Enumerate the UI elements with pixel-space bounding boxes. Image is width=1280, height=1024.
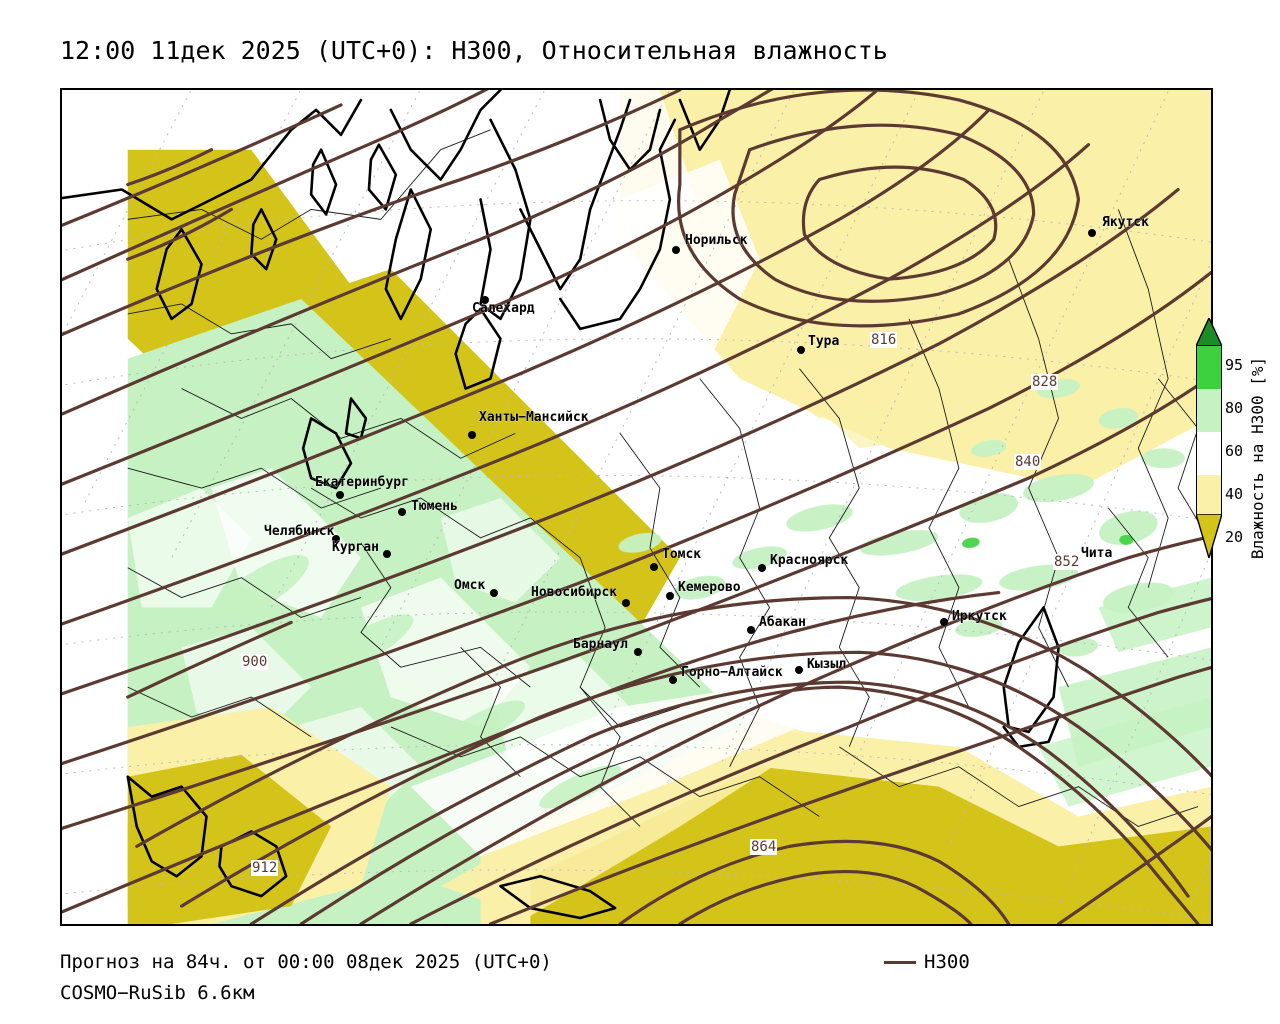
city-marker-dot — [650, 563, 658, 571]
colorbar-segment-6080 — [1197, 389, 1221, 432]
city-label: Тура — [808, 334, 840, 349]
city-marker-dot — [666, 592, 674, 600]
city-marker-dot — [747, 626, 755, 634]
city-label: Томск — [662, 547, 702, 562]
city-label: Абакан — [759, 615, 806, 630]
city-marker-dot — [481, 296, 489, 304]
page-title: 12:00 11дек 2025 (UTC+0): H300, Относите… — [60, 36, 888, 65]
city-marker-dot — [336, 491, 344, 499]
city-label: Кызыл — [807, 657, 847, 672]
humidity-colorbar: 95 80 60 40 20 Влажность на H300 [%] — [1196, 318, 1280, 618]
contour-value-label: 912 — [251, 860, 279, 876]
colorbar-axis-label-text: Влажность на H300 [%] — [1248, 356, 1267, 560]
city-label: Курган — [332, 540, 379, 555]
city-marker-dot — [758, 564, 766, 572]
model-name-line: COSMO−RuSib 6.6км — [60, 982, 255, 1004]
city-label: Челябинск — [264, 524, 335, 539]
city-label: Барнаул — [573, 637, 628, 652]
city-marker-dot — [797, 346, 805, 354]
city-label: Красноярск — [770, 553, 849, 568]
weather-map: Якутск Норильск Салехард Тура Ханты−Мансийск… — [60, 88, 1213, 926]
h300-legend-label: H300 — [924, 951, 970, 973]
city-marker-dot — [468, 431, 476, 439]
city-label: Салехард — [472, 301, 535, 316]
colorbar-segments — [1196, 345, 1222, 516]
contour-value-label: 840 — [1014, 454, 1042, 470]
colorbar-tick-80: 80 — [1225, 399, 1244, 417]
city-marker-dot — [672, 246, 680, 254]
contour-value-label: 816 — [870, 332, 898, 348]
humidity-shading-layer — [62, 90, 1211, 924]
city-label: Омск — [454, 578, 486, 593]
city-label: Иркутск — [952, 609, 1007, 624]
city-marker-dot — [383, 550, 391, 558]
city-label: Тюмень — [411, 499, 458, 514]
city-label: Кемерово — [678, 580, 741, 595]
contour-value-label: 828 — [1031, 374, 1059, 390]
city-label: Новосибирск — [531, 585, 618, 600]
colorbar-tick-95: 95 — [1225, 356, 1244, 374]
colorbar-bottom-arrow-icon — [1196, 514, 1222, 558]
contour-value-label: 864 — [750, 839, 778, 855]
city-marker-dot — [490, 589, 498, 597]
colorbar-top-arrow-icon — [1196, 318, 1222, 346]
contour-value-label: 852 — [1053, 554, 1081, 570]
city-marker-dot — [634, 648, 642, 656]
city-marker-dot — [398, 508, 406, 516]
city-marker-dot — [622, 599, 630, 607]
city-marker-dot — [332, 535, 340, 543]
colorbar-segment-8095 — [1197, 346, 1221, 389]
h300-legend-entry: H300 — [884, 951, 970, 973]
colorbar-segment-4060 — [1197, 432, 1221, 475]
city-marker-dot — [940, 618, 948, 626]
city-label: Екатеринбург — [315, 475, 409, 490]
h300-line-swatch — [884, 960, 916, 964]
city-label: Норильск — [685, 233, 748, 248]
city-marker-dot — [795, 666, 803, 674]
colorbar-segment-2040 — [1197, 475, 1221, 516]
city-label: Чита — [1081, 546, 1113, 561]
city-label: Якутск — [1102, 215, 1149, 230]
city-marker-dot — [669, 676, 677, 684]
city-label: Ханты−Мансийск — [479, 410, 589, 425]
map-canvas — [62, 90, 1211, 924]
colorbar-tick-40: 40 — [1225, 485, 1244, 503]
forecast-info-line: Прогноз на 84ч. от 00:00 08дек 2025 (UTC… — [60, 951, 552, 973]
colorbar-axis-label: Влажность на H300 [%] — [1248, 58, 1270, 559]
contour-value-label: 900 — [241, 654, 269, 670]
city-marker-dot — [1088, 229, 1096, 237]
colorbar-tick-60: 60 — [1225, 442, 1244, 460]
colorbar-tick-20: 20 — [1225, 528, 1244, 546]
h300-contour-layer — [62, 90, 1211, 924]
city-label: Горно−Алтайск — [681, 665, 783, 680]
